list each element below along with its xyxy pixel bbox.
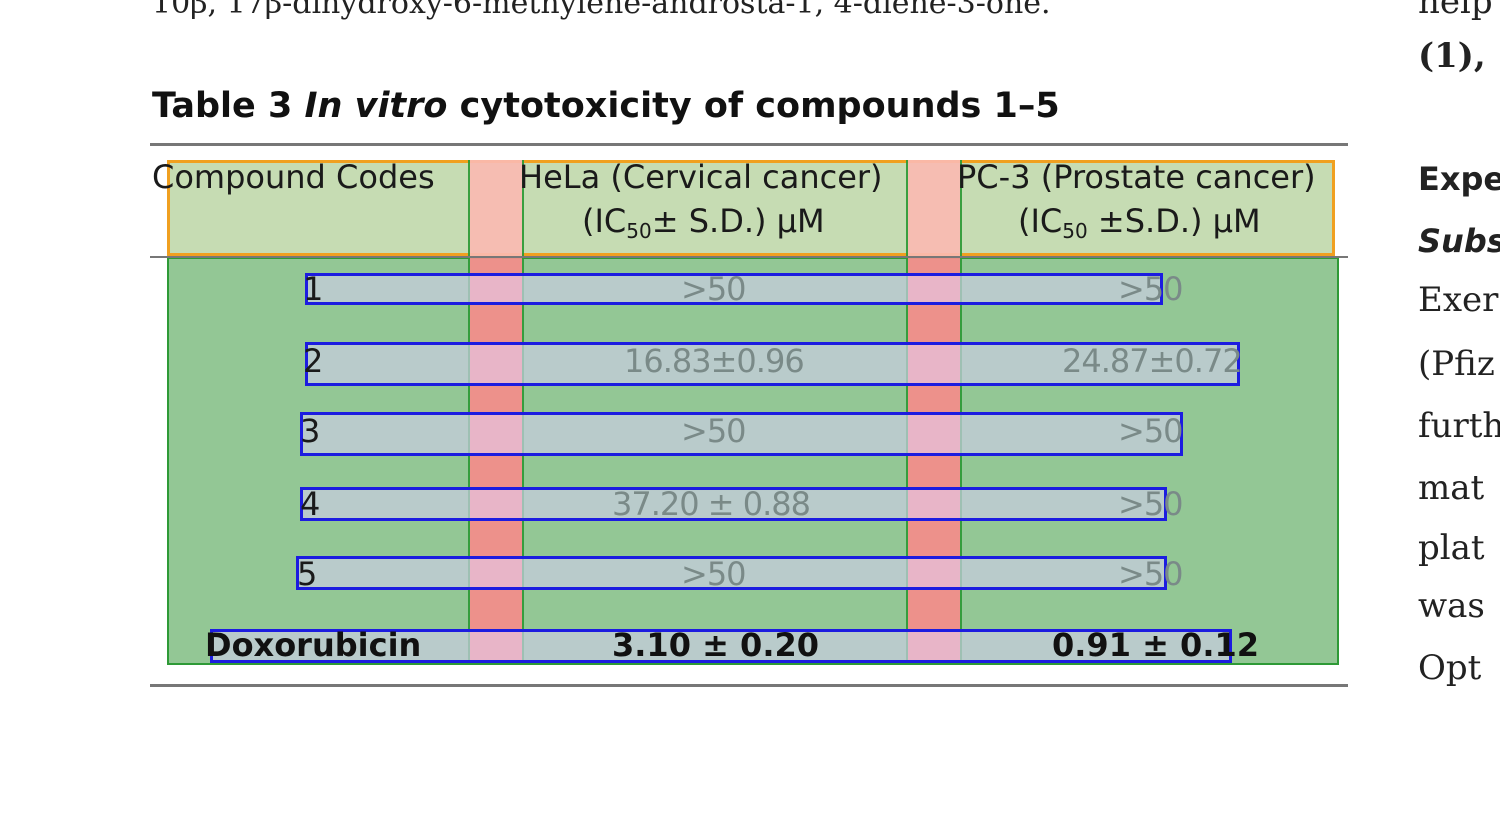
cell-code-reference: Doxorubicin bbox=[205, 626, 422, 664]
table-row bbox=[300, 412, 1183, 456]
header-hela-units: (IC50± S.D.) μM bbox=[582, 202, 825, 243]
header-pc3: PC-3 (Prostate cancer) bbox=[957, 158, 1316, 196]
header-hela: HeLa (Cervical cancer) bbox=[519, 158, 883, 196]
right-text-line: (Pfiz bbox=[1418, 344, 1495, 384]
table-header-rule bbox=[150, 256, 1348, 258]
header-pc3-units: (IC50 ±S.D.) μM bbox=[1018, 202, 1261, 243]
cell-hela: >50 bbox=[681, 412, 747, 450]
table-row bbox=[305, 342, 1240, 386]
cell-pc3: >50 bbox=[1118, 412, 1184, 450]
table-header-region bbox=[167, 160, 1335, 256]
cell-code: 1 bbox=[303, 270, 324, 308]
caption-prefix: Table 3 bbox=[152, 86, 293, 126]
right-text-line: furth bbox=[1418, 406, 1500, 446]
cell-pc3: >50 bbox=[1118, 270, 1184, 308]
table-caption: Table 3 In vitro cytotoxicity of compoun… bbox=[152, 86, 1060, 126]
cell-hela: 37.20 ± 0.88 bbox=[612, 485, 811, 523]
right-text-line: plat bbox=[1418, 528, 1485, 568]
table-bottom-rule bbox=[150, 684, 1348, 687]
cell-code: 5 bbox=[297, 555, 318, 593]
cell-hela: >50 bbox=[681, 270, 747, 308]
cell-hela: >50 bbox=[681, 555, 747, 593]
cell-pc3: >50 bbox=[1118, 485, 1184, 523]
table-row bbox=[305, 273, 1163, 305]
right-text-line: was bbox=[1418, 586, 1485, 626]
preceding-text-line: 10β, 17β-dihydroxy-6-methylene-androsta-… bbox=[152, 0, 1051, 21]
cell-pc3-reference: 0.91 ± 0.12 bbox=[1052, 626, 1259, 664]
subsection-heading: Subs bbox=[1418, 222, 1500, 260]
caption-italic: In vitro bbox=[304, 86, 448, 126]
cell-hela-reference: 3.10 ± 0.20 bbox=[612, 626, 819, 664]
table-row bbox=[210, 629, 1232, 663]
cell-code: 2 bbox=[303, 342, 324, 380]
table-top-rule bbox=[150, 143, 1348, 146]
table-body-region bbox=[167, 257, 1339, 665]
table-row bbox=[296, 556, 1167, 590]
table-row bbox=[300, 487, 1167, 521]
right-text-line: Exer bbox=[1418, 280, 1499, 320]
section-heading: Expe bbox=[1418, 160, 1500, 198]
header-compound-codes: Compound Codes bbox=[152, 158, 435, 196]
cell-code: 4 bbox=[300, 485, 321, 523]
right-text-line: help bbox=[1418, 0, 1493, 22]
right-text-line: Opt bbox=[1418, 648, 1482, 688]
cell-hela: 16.83±0.96 bbox=[624, 342, 805, 380]
right-text-line: mat bbox=[1418, 468, 1485, 508]
cell-pc3: >50 bbox=[1118, 555, 1184, 593]
cell-pc3: 24.87±0.72 bbox=[1062, 342, 1243, 380]
right-column-text: help (1), Expe Subs Exer (Pfiz furth mat… bbox=[1418, 0, 1500, 822]
cell-code: 3 bbox=[300, 412, 321, 450]
right-text-line: (1), bbox=[1418, 36, 1486, 76]
caption-text: cytotoxicity of compounds 1–5 bbox=[459, 86, 1060, 126]
